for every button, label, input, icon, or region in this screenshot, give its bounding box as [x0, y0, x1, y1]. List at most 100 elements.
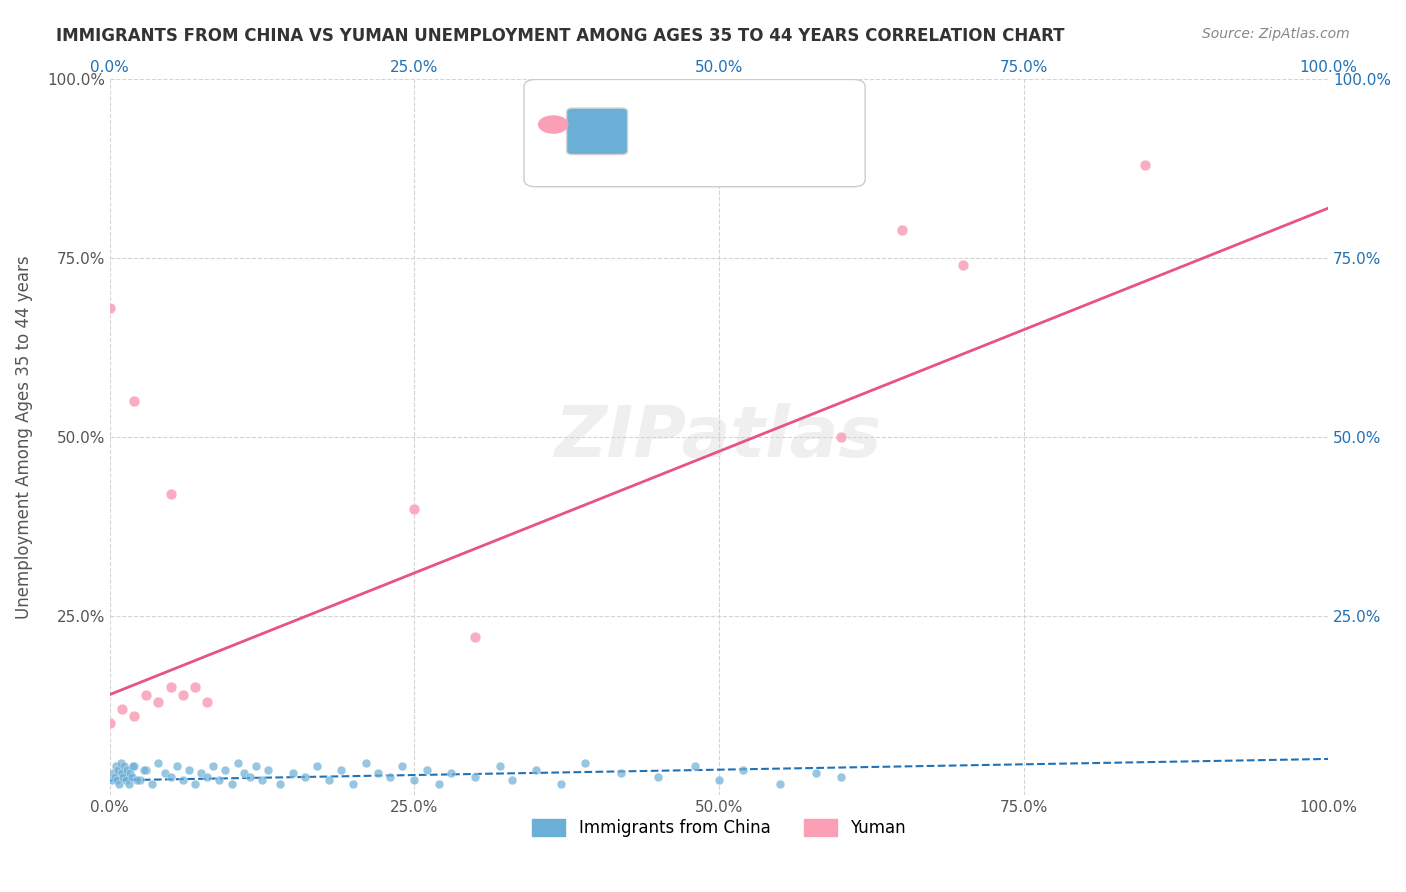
- Point: [440, 766, 463, 780]
- Point: [464, 770, 486, 784]
- Point: [117, 770, 139, 784]
- Point: [184, 681, 207, 695]
- Text: IMMIGRANTS FROM CHINA VS YUMAN UNEMPLOYMENT AMONG AGES 35 TO 44 YEARS CORRELATIO: IMMIGRANTS FROM CHINA VS YUMAN UNEMPLOYM…: [56, 27, 1064, 45]
- Point: [195, 695, 218, 709]
- Point: [122, 709, 145, 723]
- Point: [330, 763, 353, 777]
- Point: [733, 763, 755, 777]
- Point: [488, 759, 510, 773]
- Point: [281, 766, 304, 780]
- Point: [214, 763, 236, 777]
- Point: [890, 222, 912, 236]
- Point: [108, 777, 131, 791]
- Point: [378, 770, 401, 784]
- Point: [226, 756, 249, 770]
- Legend: Immigrants from China, Yuman: Immigrants from China, Yuman: [526, 812, 912, 844]
- Point: [404, 773, 426, 788]
- Point: [647, 770, 669, 784]
- Point: [120, 766, 142, 780]
- Point: [769, 777, 792, 791]
- Point: [135, 688, 157, 702]
- Point: [391, 759, 413, 773]
- Point: [122, 759, 145, 773]
- Point: [830, 430, 852, 444]
- Point: [305, 759, 328, 773]
- Point: [114, 773, 136, 788]
- Point: [245, 759, 267, 773]
- Point: [342, 777, 364, 791]
- Point: [367, 766, 389, 780]
- Point: [112, 770, 135, 784]
- Point: [172, 773, 194, 788]
- Point: [177, 763, 200, 777]
- Point: [318, 773, 340, 788]
- Point: [159, 487, 181, 501]
- Y-axis label: Unemployment Among Ages 35 to 44 years: Unemployment Among Ages 35 to 44 years: [15, 255, 32, 619]
- Point: [159, 681, 181, 695]
- FancyBboxPatch shape: [524, 79, 865, 186]
- Point: [610, 766, 633, 780]
- Text: R = 0.212  N = 73: R = 0.212 N = 73: [636, 99, 801, 117]
- Point: [122, 394, 145, 409]
- Point: [132, 763, 155, 777]
- Point: [118, 777, 141, 791]
- Point: [239, 770, 262, 784]
- Point: [202, 759, 225, 773]
- Point: [110, 756, 132, 770]
- Point: [190, 766, 212, 780]
- Point: [104, 770, 127, 784]
- Point: [550, 777, 572, 791]
- Point: [111, 702, 134, 716]
- Point: [952, 259, 974, 273]
- Point: [464, 631, 486, 645]
- Point: [135, 763, 157, 777]
- Point: [104, 759, 127, 773]
- Point: [141, 777, 163, 791]
- Point: [112, 759, 135, 773]
- Point: [354, 756, 377, 770]
- Point: [1135, 158, 1157, 172]
- Point: [427, 777, 450, 791]
- Point: [707, 773, 730, 788]
- Point: [232, 766, 254, 780]
- Point: [153, 766, 176, 780]
- Point: [524, 763, 547, 777]
- Point: [129, 773, 152, 788]
- Point: [111, 766, 134, 780]
- Point: [98, 716, 121, 731]
- Point: [111, 766, 134, 780]
- Point: [184, 777, 207, 791]
- Point: [122, 759, 145, 773]
- Point: [683, 759, 706, 773]
- Point: [269, 777, 291, 791]
- Point: [574, 756, 596, 770]
- Point: [830, 770, 852, 784]
- Point: [125, 773, 148, 788]
- Point: [98, 301, 121, 316]
- Point: [159, 770, 181, 784]
- Text: Source: ZipAtlas.com: Source: ZipAtlas.com: [1202, 27, 1350, 41]
- Point: [101, 773, 124, 788]
- Point: [107, 763, 129, 777]
- FancyBboxPatch shape: [567, 108, 627, 154]
- Point: [195, 770, 218, 784]
- Point: [105, 773, 128, 788]
- Point: [250, 773, 273, 788]
- Point: [172, 688, 194, 702]
- Point: [121, 770, 143, 784]
- Point: [415, 763, 437, 777]
- Circle shape: [538, 116, 568, 133]
- Point: [166, 759, 188, 773]
- Text: ZIPatlas: ZIPatlas: [555, 402, 883, 472]
- Point: [294, 770, 316, 784]
- Point: [148, 695, 170, 709]
- Point: [257, 763, 280, 777]
- Point: [103, 766, 125, 780]
- Point: [806, 766, 828, 780]
- Point: [501, 773, 523, 788]
- Point: [148, 756, 170, 770]
- Text: R = 0.613  N = 18: R = 0.613 N = 18: [636, 131, 800, 149]
- Point: [221, 777, 243, 791]
- Point: [404, 501, 426, 516]
- Point: [208, 773, 231, 788]
